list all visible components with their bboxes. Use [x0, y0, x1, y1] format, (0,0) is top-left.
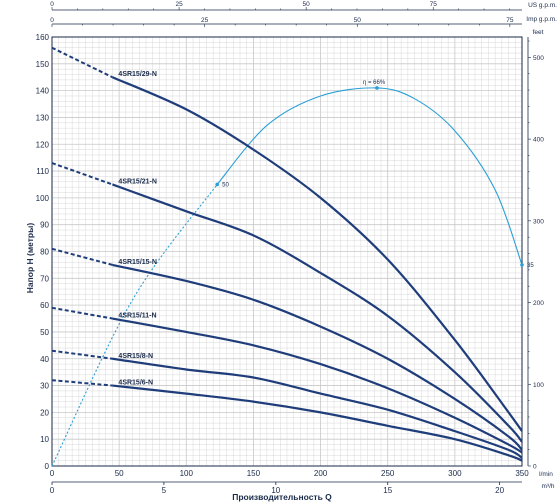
x-tick-label: 350 [515, 469, 529, 478]
y-tick-label: 80 [40, 248, 49, 257]
top-axes: 0 25 50 75 0 25 50 75 [50, 1, 522, 27]
pump-curve-dashed [51, 379, 113, 387]
y-tick-label: 0 [45, 462, 50, 471]
pump-curve-label: 4SR15/6-N [118, 380, 153, 387]
l-min-unit: l/min [539, 471, 553, 478]
feet-tick-label: 500 [533, 55, 544, 62]
y-tick-label: 40 [40, 355, 49, 364]
y-tick-label: 130 [36, 113, 50, 122]
feet-tick-label: 300 [533, 218, 544, 225]
x-axis: 0 50 100 150 200 250 300 350 0 5 10 15 20 [50, 469, 529, 495]
us-gpm-unit: US g.p.m. [528, 2, 557, 9]
x-tick-label: 300 [448, 469, 462, 478]
efficiency-label: 50 [222, 182, 229, 188]
imp-gpm-tick-label: 75 [506, 17, 514, 24]
x-tick-label: 100 [180, 469, 194, 478]
imp-gpm-unit: Imp g.p.m. [526, 16, 557, 23]
feet-tick-label: 100 [533, 382, 544, 389]
x2-tick-label: 15 [383, 486, 392, 495]
us-gpm-tick-label: 0 [50, 1, 54, 8]
pump-curve-label: 4SR15/29-N [118, 71, 157, 78]
y-tick-label: 90 [40, 221, 49, 230]
grid [51, 36, 523, 467]
y-tick-label: 140 [36, 87, 50, 96]
pump-curve [111, 76, 523, 432]
x-tick-label: 50 [115, 469, 124, 478]
pump-curve [112, 263, 523, 451]
feet-tick-label: 0 [533, 464, 537, 471]
feet-unit: feet [533, 29, 544, 36]
efficiency-curve-layer: η = 66% 50 35 [51, 80, 534, 467]
pump-curve [112, 183, 523, 443]
y-tick-label: 10 [40, 435, 49, 444]
y-tick-label: 100 [36, 194, 50, 203]
pump-curve-label: 4SR15/21-N [118, 178, 157, 185]
pump-curve-dashed [51, 46, 113, 79]
us-gpm-tick-label: 50 [303, 1, 311, 8]
pump-curve-dashed [51, 306, 113, 320]
pump-curve [112, 317, 523, 454]
pump-curve-dashed [51, 162, 113, 186]
m3h-unit: m³/h [542, 483, 555, 490]
pump-curve-label: 4SR15/8-N [118, 353, 153, 360]
imp-gpm-tick-label: 25 [201, 17, 209, 24]
pump-curve-dashed [51, 349, 113, 360]
x2-tick-label: 0 [50, 486, 55, 495]
imp-gpm-tick-label: 0 [50, 17, 54, 24]
y-tick-label: 50 [40, 328, 49, 337]
y-axis-title: Напор H (метры) [25, 223, 35, 294]
efficiency-point [520, 263, 524, 267]
efficiency-label: η = 66% [363, 80, 386, 86]
x2-tick-label: 5 [162, 486, 167, 495]
right-axis: 0 100 200 300 400 500 [527, 37, 544, 471]
efficiency-point [215, 182, 219, 187]
y-tick-label: 150 [36, 60, 50, 69]
pump-curve-label: 4SR15/15-N [118, 259, 157, 266]
efficiency-label: 35 [527, 263, 534, 269]
plot-frame [51, 36, 523, 467]
pump-curve-label: 4SR15/11-N [118, 313, 156, 320]
imp-gpm-tick-label: 50 [354, 17, 362, 24]
pump-curve [112, 357, 523, 459]
x2-tick-label: 20 [495, 486, 504, 495]
efficiency-curve [216, 87, 523, 266]
y-axis: 0 10 20 30 40 50 60 70 80 90 100 110 120 130 140 150 160 [36, 33, 50, 471]
y-tick-label: 30 [40, 382, 49, 391]
pump-curve-dashed [51, 247, 113, 266]
y-tick-label: 70 [40, 274, 49, 283]
efficiency-point [375, 86, 379, 90]
x-axis-title: Производительность Q [232, 492, 332, 502]
x-tick-label: 150 [247, 469, 261, 478]
y-tick-label: 20 [40, 408, 49, 417]
x2-tick-label: 10 [271, 486, 280, 495]
us-gpm-tick-label: 75 [430, 1, 438, 8]
y-tick-label: 110 [36, 167, 49, 176]
y-tick-label: 120 [36, 140, 50, 149]
efficiency-curve-dashed [51, 184, 218, 467]
feet-tick-label: 400 [533, 137, 544, 144]
x-tick-label: 0 [50, 469, 55, 478]
us-gpm-tick-label: 25 [175, 1, 183, 8]
y-tick-label: 60 [40, 301, 49, 310]
pump-curves-layer: 4SR15/29-N 4SR15/21-N 4SR15/15-N 4SR15/11-N… [51, 46, 523, 462]
plot-border [51, 36, 523, 467]
pump-curve [112, 384, 523, 462]
y-tick-label: 160 [36, 33, 50, 42]
feet-tick-label: 200 [533, 300, 544, 307]
x-tick-label: 200 [314, 469, 328, 478]
x-tick-label: 250 [381, 469, 395, 478]
